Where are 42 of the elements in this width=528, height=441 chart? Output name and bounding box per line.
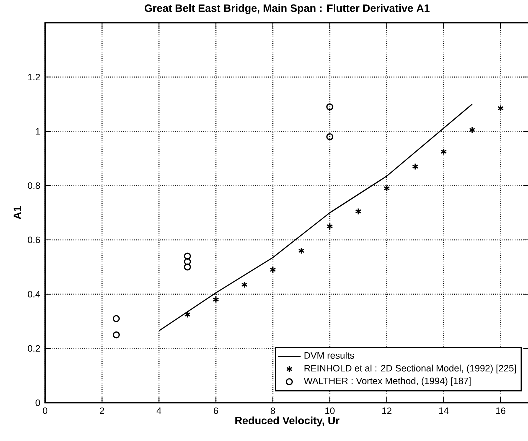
point [112,332,120,339]
x-tick-label: 14 [439,408,449,414]
x-tick-label: 6 [214,408,218,414]
point [326,133,334,141]
point [326,104,334,111]
x-tick-label: 2 [100,408,104,414]
point [213,296,220,304]
y-tick-label: 1.2 [28,74,40,81]
y-tick-label: 0.2 [28,345,40,352]
point [184,264,192,271]
x-tick-label: 12 [382,408,392,414]
y-tick-label: 1 [36,128,40,135]
legend-label: WALTHER : Vortex Method, (1994) [187] [304,378,471,386]
point [384,185,390,192]
point [355,208,362,216]
x-tick-label: 16 [496,408,506,414]
y-tick-label: 0.4 [28,291,40,298]
y-axis-title: A1 [14,206,22,220]
point [184,252,192,260]
x-tick-label: 0 [43,408,48,414]
point [440,148,448,156]
x-axis-title: Reduced Velocity, Ur [236,416,340,427]
legend-label: DVM results [304,352,354,360]
point [184,311,191,318]
chart-title: Great Belt East Bridge, Main Span : Flutter Derivative A1 [144,4,430,14]
point [326,223,334,230]
point [270,266,276,274]
y-tick-label: 0.6 [28,236,40,244]
legend-label: REINHOLD et al : 2D Sectional Model, (1992) [225] [304,364,516,374]
x-tick-label: 10 [326,408,335,414]
point [242,281,248,288]
point [498,104,504,112]
point [184,258,192,266]
x-tick-label: 8 [270,408,276,414]
y-tick-label: 0.8 [28,182,40,190]
y-tick-label: 0 [36,400,40,406]
point [469,126,476,134]
point [112,315,120,322]
point [298,247,305,255]
point [412,163,419,170]
line-series [158,104,473,332]
x-tick-label: 4 [156,408,162,414]
